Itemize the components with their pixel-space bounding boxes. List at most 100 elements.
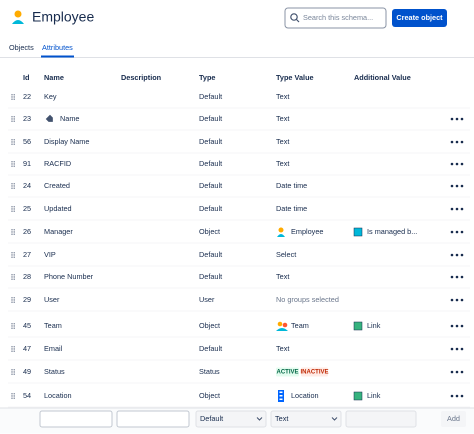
drag-handle[interactable] (11, 346, 13, 348)
drag-handle[interactable] (11, 231, 13, 233)
drag-handle[interactable] (13, 395, 15, 397)
row-menu[interactable] (460, 184, 464, 188)
drag-handle[interactable] (13, 206, 15, 208)
select[interactable] (345, 410, 417, 428)
row-menu[interactable] (455, 162, 459, 166)
row-menu[interactable] (450, 394, 454, 398)
row-menu[interactable] (460, 347, 464, 351)
row-menu[interactable] (460, 298, 464, 302)
row-menu[interactable] (460, 162, 464, 166)
row-menu[interactable] (455, 230, 459, 234)
row-menu[interactable] (460, 253, 464, 257)
drag-handle[interactable] (13, 276, 15, 278)
row-menu[interactable] (455, 117, 459, 121)
drag-handle[interactable] (13, 165, 15, 167)
drag-handle[interactable] (13, 120, 15, 122)
drag-handle[interactable] (13, 141, 15, 143)
drag-handle[interactable] (11, 210, 13, 212)
drag-handle[interactable] (13, 327, 15, 329)
drag-handle[interactable] (13, 278, 15, 280)
drag-handle[interactable] (13, 118, 15, 120)
drag-handle[interactable] (11, 393, 13, 395)
drag-handle[interactable] (11, 299, 13, 301)
row-menu[interactable] (455, 184, 459, 188)
row-menu[interactable] (455, 298, 459, 302)
drag-handle[interactable] (11, 206, 13, 208)
drag-handle[interactable] (11, 141, 13, 143)
row-menu[interactable] (450, 347, 454, 351)
row-menu[interactable] (455, 275, 459, 279)
row-menu[interactable] (460, 207, 464, 211)
row-menu[interactable] (460, 230, 464, 234)
text-input[interactable] (116, 410, 190, 428)
row-menu[interactable] (450, 162, 454, 166)
drag-handle[interactable] (11, 161, 13, 163)
drag-handle[interactable] (11, 96, 13, 98)
drag-handle[interactable] (13, 231, 15, 233)
row-menu[interactable] (450, 370, 454, 374)
drag-handle[interactable] (11, 325, 13, 327)
drag-handle[interactable] (11, 187, 13, 189)
drag-handle[interactable] (11, 278, 13, 280)
drag-handle[interactable] (11, 348, 13, 350)
drag-handle[interactable] (11, 94, 13, 96)
row-menu[interactable] (455, 140, 459, 144)
drag-handle[interactable] (11, 350, 13, 352)
drag-handle[interactable] (11, 373, 13, 375)
row-menu[interactable] (455, 394, 459, 398)
drag-handle[interactable] (11, 208, 13, 210)
drag-handle[interactable] (11, 274, 13, 276)
drag-handle[interactable] (11, 327, 13, 329)
row-menu[interactable] (460, 394, 464, 398)
drag-handle[interactable] (13, 369, 15, 371)
drag-handle[interactable] (11, 397, 13, 399)
row-menu[interactable] (450, 298, 454, 302)
drag-handle[interactable] (11, 276, 13, 278)
drag-handle[interactable] (11, 118, 13, 120)
drag-handle[interactable] (13, 350, 15, 352)
drag-handle[interactable] (13, 274, 15, 276)
drag-handle[interactable] (13, 301, 15, 303)
drag-handle[interactable] (13, 373, 15, 375)
drag-handle[interactable] (11, 301, 13, 303)
drag-handle[interactable] (13, 323, 15, 325)
drag-handle[interactable] (11, 98, 13, 100)
row-menu[interactable] (460, 324, 464, 328)
row-menu[interactable] (455, 347, 459, 351)
drag-handle[interactable] (13, 233, 15, 235)
drag-handle[interactable] (13, 163, 15, 165)
row-menu[interactable] (460, 370, 464, 374)
drag-handle[interactable] (11, 252, 13, 254)
row-menu[interactable] (460, 275, 464, 279)
row-menu[interactable] (460, 140, 464, 144)
drag-handle[interactable] (11, 139, 13, 141)
select[interactable] (195, 410, 267, 428)
drag-handle[interactable] (11, 185, 13, 187)
drag-handle[interactable] (11, 116, 13, 118)
drag-handle[interactable] (11, 183, 13, 185)
row-menu[interactable] (450, 230, 454, 234)
drag-handle[interactable] (11, 254, 13, 256)
row-menu[interactable] (455, 207, 459, 211)
row-menu[interactable] (455, 253, 459, 257)
drag-handle[interactable] (13, 254, 15, 256)
drag-handle[interactable] (13, 139, 15, 141)
search-box[interactable] (284, 7, 387, 29)
drag-handle[interactable] (11, 371, 13, 373)
row-menu[interactable] (455, 370, 459, 374)
drag-handle[interactable] (13, 98, 15, 100)
drag-handle[interactable] (13, 187, 15, 189)
create-button[interactable] (392, 9, 447, 27)
row-menu[interactable] (450, 184, 454, 188)
row-menu[interactable] (450, 324, 454, 328)
drag-handle[interactable] (13, 143, 15, 145)
row-menu[interactable] (450, 140, 454, 144)
drag-handle[interactable] (13, 96, 15, 98)
row-menu[interactable] (450, 253, 454, 257)
row-menu[interactable] (450, 207, 454, 211)
drag-handle[interactable] (11, 256, 13, 258)
drag-handle[interactable] (11, 369, 13, 371)
drag-handle[interactable] (13, 348, 15, 350)
drag-handle[interactable] (11, 120, 13, 122)
drag-handle[interactable] (11, 229, 13, 231)
